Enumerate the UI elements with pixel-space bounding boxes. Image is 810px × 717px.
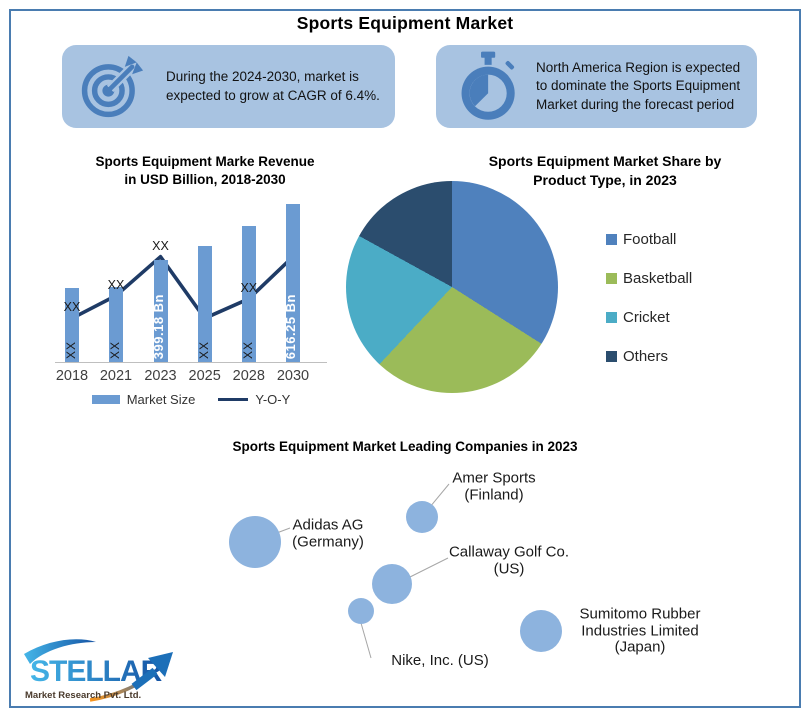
bar-2030	[286, 204, 300, 362]
callout-cagr-text: During the 2024-2030, market is expected…	[166, 68, 380, 103]
x-axis-label-2021: 2021	[99, 368, 133, 384]
target-dart-icon	[80, 55, 144, 119]
revenue-legend: Market Size Y-O-Y	[55, 392, 327, 407]
stellar-logo: STELLAR Market Research Pvt. Ltd.	[20, 636, 200, 706]
revenue-chart-title-line2: in USD Billion, 2018-2030	[124, 172, 286, 187]
yoy-line-svg	[70, 254, 295, 321]
callout-cagr: During the 2024-2030, market is expected…	[62, 45, 395, 128]
legend-swatch-football	[606, 233, 617, 245]
bubble-amer-sports-finland	[406, 501, 438, 533]
stopwatch-icon	[458, 51, 520, 123]
revenue-chart: XX XX 399.18 Bn XX XX 616.25 Bn XX XX XX XX 2018 2…	[40, 148, 370, 416]
x-axis-label-2023: 2023	[144, 368, 177, 384]
bubble-label-nike-inc-us: Nike, Inc. (US)	[391, 651, 489, 669]
bubble-adidas-ag-germany	[229, 516, 281, 568]
x-axis-label-2018: 2018	[55, 368, 89, 384]
logo-arrow-head	[148, 652, 173, 677]
yoy-legend-label: Y-O-Y	[255, 392, 291, 407]
market-size-legend-swatch	[91, 395, 120, 404]
bar-2025	[197, 246, 212, 362]
legend-item-football: Football	[606, 229, 692, 249]
bubble-label-sumitomo-rubber-industries-limited-japan: Sumitomo Rubber Industries Limited (Japan)	[579, 605, 701, 656]
logo-tagline: Market Research Pvt. Ltd.	[25, 690, 141, 701]
bubble-label-amer-sports-finland: Amer Sports (Finland)	[452, 469, 536, 503]
revenue-chart-title: Sports Equipment Marke Revenue in USD Bi…	[40, 153, 370, 189]
yoy-point-label-2028: XX	[240, 280, 258, 295]
pie-legend: Football Basketball Cricket Others	[606, 229, 692, 385]
logo-swoosh	[24, 639, 96, 664]
revenue-plot: XX XX 399.18 Bn XX XX 616.25 Bn XX XX XX XX	[55, 200, 327, 363]
yoy-line	[70, 254, 295, 321]
product-share-pie	[346, 181, 558, 393]
legend-label-others: Others	[623, 347, 669, 365]
yoy-point-label-2018: XX	[63, 300, 81, 315]
legend-swatch-basketball	[606, 272, 617, 284]
bubble-label-callaway-golf-co-us: Callaway Golf Co. (US)	[448, 543, 570, 577]
x-axis-label-2030: 2030	[276, 368, 310, 384]
companies-chart-title: Sports Equipment Market Leading Companie…	[232, 439, 578, 454]
share-chart-title-line2: Product Type, in 2023	[533, 172, 677, 188]
bar-2018	[65, 288, 79, 362]
revenue-x-axis: 2018 2021 2023 2025 2028 2030	[55, 366, 327, 386]
x-axis-label-2025: 2025	[188, 368, 221, 384]
yoy-point-label-2023: XX	[152, 238, 169, 253]
bubble-label-adidas-ag-germany: Adidas AG (Germany)	[292, 516, 364, 550]
legend-label-basketball: Basketball	[623, 269, 693, 287]
market-size-legend-label: Market Size	[126, 392, 196, 407]
share-chart-title: Sports Equipment Market Share by Product…	[440, 152, 770, 190]
legend-item-cricket: Cricket	[606, 307, 692, 327]
revenue-chart-title-line1: Sports Equipment Marke Revenue	[95, 154, 315, 169]
legend-swatch-cricket	[606, 311, 617, 323]
callout-region-text: North America Region is expected to domi…	[536, 59, 741, 112]
legend-label-football: Football	[623, 230, 677, 248]
bubble-sumitomo-rubber-industries-limited-japan	[520, 610, 562, 652]
bubble-nike-inc-us	[348, 598, 374, 624]
yoy-legend-swatch	[218, 397, 249, 402]
x-axis-label-2028: 2028	[232, 368, 265, 384]
yoy-point-label-2021: XX	[107, 277, 125, 292]
bar-2028	[241, 226, 256, 362]
bubble-callaway-golf-co-us	[372, 564, 412, 604]
page-title: Sports Equipment Market	[296, 13, 514, 33]
legend-label-cricket: Cricket	[623, 308, 670, 326]
share-chart-title-line1: Sports Equipment Market Share by	[488, 153, 722, 169]
legend-item-basketball: Basketball	[606, 268, 692, 288]
legend-item-others: Others	[606, 346, 692, 366]
bar-2023	[153, 260, 168, 362]
callout-region: North America Region is expected to domi…	[436, 45, 757, 128]
logo-arrow-shaft	[131, 667, 158, 691]
bar-2021	[109, 287, 123, 362]
legend-swatch-others	[606, 350, 617, 362]
